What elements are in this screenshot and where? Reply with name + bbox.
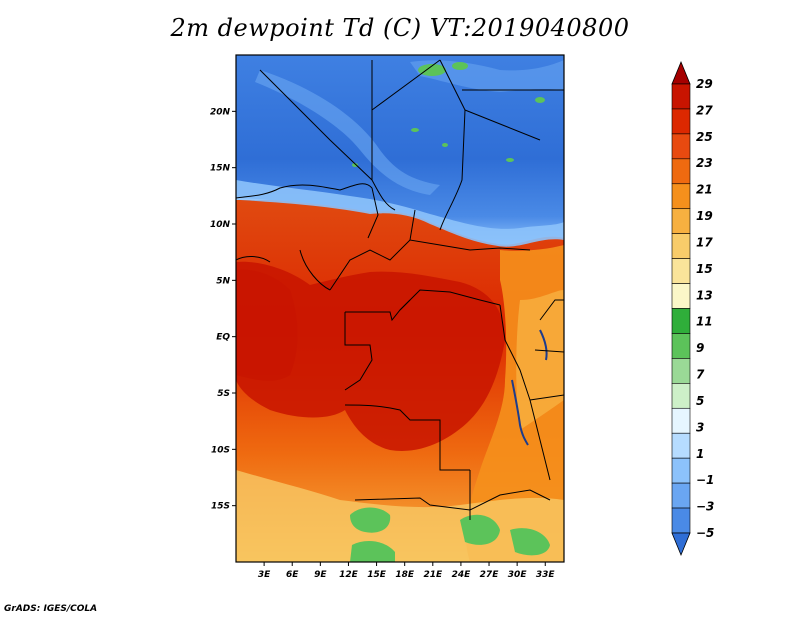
south-savanna [236, 470, 564, 562]
lon-tick-label: 15E [367, 570, 387, 580]
map-frame [235, 54, 565, 563]
colorbar: 29 27 25 23 21 19 17 15 13 11 9 7 5 3 1 −1 −3 −5 [671, 60, 714, 557]
gulf-core [236, 269, 298, 381]
lat-tick-label: 10N [210, 220, 231, 230]
congo-core [236, 261, 505, 451]
sahara-streak [255, 70, 440, 195]
colorbar-label: 27 [696, 103, 713, 117]
colorbar-swatch [671, 133, 691, 160]
lon-tick-label: 3E [258, 570, 271, 580]
lat-tick-label: 20N [210, 107, 231, 117]
colorbar-label: 29 [696, 77, 713, 91]
moist-field [236, 200, 564, 562]
colorbar-label: 21 [696, 183, 713, 197]
colorbar-swatch [671, 283, 691, 309]
lon-tick-label: 6E [286, 570, 299, 580]
colorbar-swatch [671, 258, 691, 284]
colorbar-label: 13 [696, 288, 713, 302]
lon-tick-label: 9E [314, 570, 327, 580]
colorbar-label: 5 [696, 394, 704, 408]
colorbar-swatch [671, 507, 691, 534]
east-highlands [465, 245, 564, 562]
colorbar-label: 17 [696, 235, 713, 249]
lon-tick-label: 24E [452, 570, 472, 580]
colorbar-label: 7 [696, 368, 705, 382]
colorbar-swatch [671, 407, 691, 434]
colorbar-swatch [671, 233, 691, 259]
colorbar-swatch [671, 432, 691, 459]
south-green-patches [350, 507, 550, 562]
grads-credit: GrADS: IGES/COLA [4, 604, 98, 614]
colorbar-swatch [671, 482, 691, 509]
colorbar-label: −5 [696, 526, 714, 540]
rift-lakes [511, 329, 548, 446]
colorbar-swatch [671, 108, 691, 135]
longitude-axis: 3E 6E 9E 12E 15E 18E 21E 24E 27E 30E 33E [258, 562, 556, 580]
lat-tick-label: 5S [217, 389, 230, 399]
colorbar-bottom-arrow [671, 532, 691, 557]
colorbar-top-arrow [671, 60, 691, 85]
colorbar-label: 25 [696, 130, 713, 144]
lat-tick-label: 15N [210, 164, 231, 174]
country-borders [236, 59, 564, 520]
colorbar-swatch [671, 383, 691, 409]
lat-tick-label: 10S [211, 445, 230, 455]
colorbar-swatch [671, 183, 691, 210]
colorbar-swatch [671, 333, 691, 359]
lon-tick-label: 33E [536, 570, 556, 580]
dewpoint-field [236, 55, 564, 562]
sahara-streak-north [410, 60, 564, 92]
colorbar-label: −1 [696, 473, 714, 487]
lon-tick-label: 30E [508, 570, 528, 580]
colorbar-swatch [671, 308, 691, 334]
colorbar-label: 11 [696, 315, 713, 329]
colorbar-label: 23 [696, 156, 713, 170]
colorbar-label: 1 [696, 447, 704, 461]
dry-field [236, 55, 564, 245]
lon-tick-label: 27E [480, 570, 500, 580]
east-plateau [516, 290, 564, 430]
colorbar-label: −3 [696, 500, 714, 514]
colorbar-label: 15 [696, 262, 713, 276]
lat-tick-label: 5N [216, 276, 230, 286]
map-title: 2m dewpoint Td (C) VT:2019040800 [170, 14, 630, 42]
colorbar-swatch [671, 83, 691, 110]
lat-tick-label: EQ [216, 333, 230, 343]
latitude-axis: 20N 15N 10N 5N EQ 5S 10S 15S [210, 107, 236, 512]
colorbar-label: 9 [696, 341, 704, 355]
colorbar-label: 19 [696, 209, 713, 223]
north-moist-spots [352, 62, 545, 167]
colorbar-swatch [671, 158, 691, 185]
colorbar-swatch [671, 457, 691, 484]
sahel-band [236, 180, 564, 247]
colorbar-swatch [671, 208, 691, 234]
colorbar-label: 3 [696, 420, 704, 434]
lon-tick-label: 21E [423, 570, 443, 580]
lon-tick-label: 12E [339, 570, 359, 580]
lon-tick-label: 18E [395, 570, 415, 580]
lat-tick-label: 15S [211, 502, 230, 512]
colorbar-swatch [671, 358, 691, 384]
